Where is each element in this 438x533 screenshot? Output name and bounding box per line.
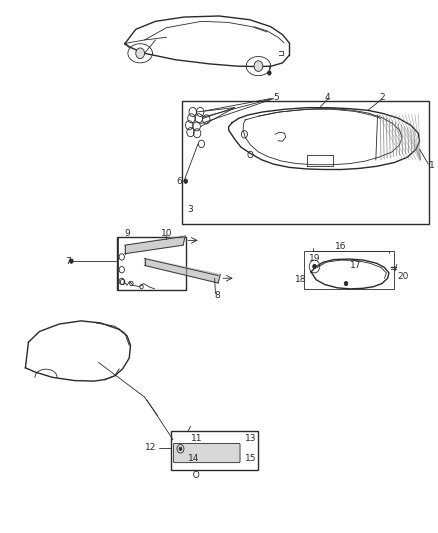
Text: 11: 11 — [191, 434, 202, 442]
Bar — [182, 101, 429, 224]
Circle shape — [136, 48, 145, 59]
Text: 18: 18 — [295, 275, 307, 284]
Text: 15: 15 — [245, 454, 257, 463]
Text: 13: 13 — [245, 434, 257, 442]
Bar — [186, 445, 196, 452]
Text: 2: 2 — [379, 93, 385, 101]
Bar — [171, 431, 258, 470]
Text: 17: 17 — [350, 261, 362, 270]
Circle shape — [184, 179, 187, 183]
Text: 20: 20 — [398, 272, 409, 281]
Circle shape — [179, 447, 182, 450]
Text: 9: 9 — [125, 229, 131, 238]
Circle shape — [344, 281, 348, 286]
Circle shape — [254, 61, 263, 71]
Text: 14: 14 — [188, 454, 200, 463]
Text: 4: 4 — [325, 93, 330, 101]
Circle shape — [70, 259, 73, 263]
Text: 6: 6 — [176, 177, 182, 185]
Bar — [117, 237, 186, 290]
FancyBboxPatch shape — [173, 443, 240, 463]
Polygon shape — [125, 236, 185, 254]
Circle shape — [268, 71, 271, 75]
Text: 19: 19 — [309, 254, 320, 263]
Bar — [304, 251, 394, 289]
Polygon shape — [145, 259, 220, 283]
Text: 12: 12 — [145, 443, 157, 452]
Text: 1: 1 — [429, 161, 435, 169]
Text: 5: 5 — [273, 93, 279, 101]
Text: 7: 7 — [65, 257, 71, 265]
Circle shape — [313, 264, 316, 269]
Text: 3: 3 — [187, 205, 193, 214]
Text: 8: 8 — [215, 292, 220, 300]
Text: 10: 10 — [161, 229, 173, 238]
Text: 16: 16 — [335, 242, 346, 251]
